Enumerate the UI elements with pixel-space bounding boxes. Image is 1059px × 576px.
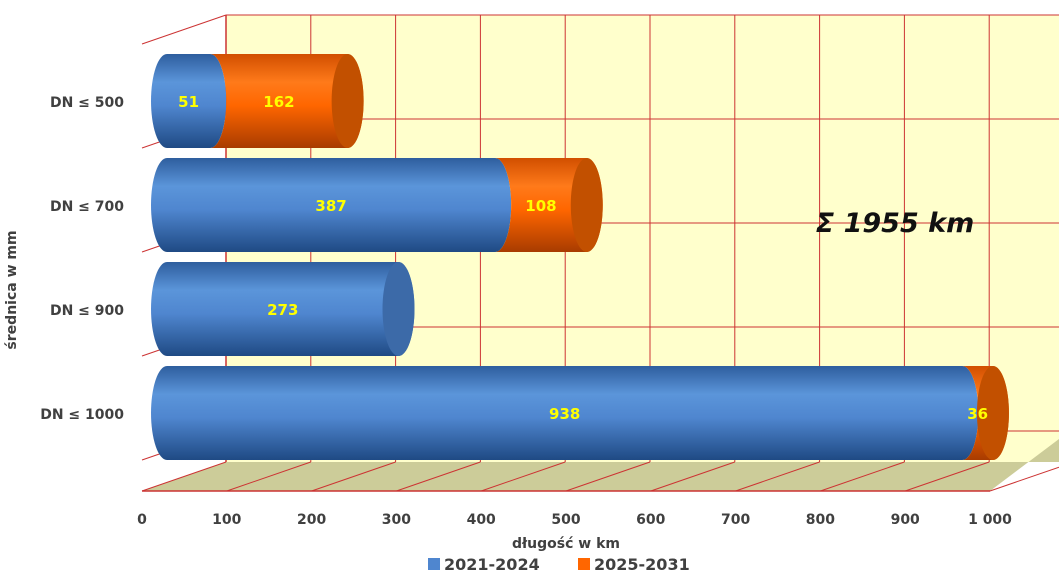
x-tick-label: 200 [297,512,326,528]
legend-label: 2021-2024 [444,555,540,574]
y-axis-title: średnica w mm [4,230,20,349]
floor-gridline [565,461,651,492]
data-label: 938 [549,405,580,423]
floor-gridline [311,461,396,492]
bar-end-cap [382,262,415,356]
category-label: DN ≤ 1000 [40,407,124,423]
category-label: DN ≤ 900 [50,303,124,319]
floor-gridline [396,461,481,492]
back-wall [226,15,1059,462]
floor-gridline [650,461,735,492]
bar-segment-2021-2024 [151,158,512,252]
floor-plane [142,439,1059,491]
legend: 2021-2024 2025-2031 [428,555,690,574]
x-tick-label: 900 [891,512,920,528]
bar-segment-2025-2031 [210,54,364,148]
data-label: 108 [525,197,556,215]
data-label: 51 [178,93,199,111]
x-tick-label: 600 [636,512,665,528]
x-tick-label: 100 [212,512,241,528]
floor-gridline [820,461,905,492]
data-label: 162 [263,93,294,111]
floor-gridline [989,466,1059,492]
bar-end-cap [331,54,364,148]
category-label: DN ≤ 500 [50,95,124,111]
x-tick-label: 0 [137,512,147,528]
x-tick-label: 700 [721,512,750,528]
bar-segment-2021-2024 [151,262,415,356]
data-label: 387 [315,197,346,215]
floor-gridline [905,461,990,492]
plot-area [141,14,1059,492]
x-tick-label: 400 [467,512,496,528]
x-tick-label: 1 000 [968,512,1012,528]
bar-segment-2021-2024 [151,366,979,460]
legend-swatch [578,558,590,570]
value-labels: 51 162 387 108 273 938 36 [178,93,988,423]
data-label: 273 [267,301,298,319]
bar-end-cap [570,158,603,252]
bar-end-cap [976,366,1009,460]
side-gridline [141,14,227,45]
category-label: DN ≤ 700 [50,199,124,215]
data-label: 36 [967,405,988,423]
floor-gridline [226,461,311,492]
x-axis-title: długość w km [512,536,620,552]
x-tick-label: 500 [551,512,580,528]
x-tick-label: 300 [382,512,411,528]
floor-gridline [735,461,820,492]
x-tick-label: 800 [806,512,835,528]
total-annotation: Σ 1955 km [816,208,974,239]
floor-gridline [481,461,566,492]
bar-segment-2021-2024 [151,54,227,148]
x-tick-labels: 0 100 200 300 400 500 600 700 800 900 1 000 [137,512,1012,528]
category-labels: DN ≤ 500 DN ≤ 700 DN ≤ 900 DN ≤ 1000 [40,95,124,423]
floor-gridline [141,461,227,492]
legend-swatch [428,558,440,570]
bars [151,54,1009,460]
legend-label: 2025-2031 [594,555,690,574]
